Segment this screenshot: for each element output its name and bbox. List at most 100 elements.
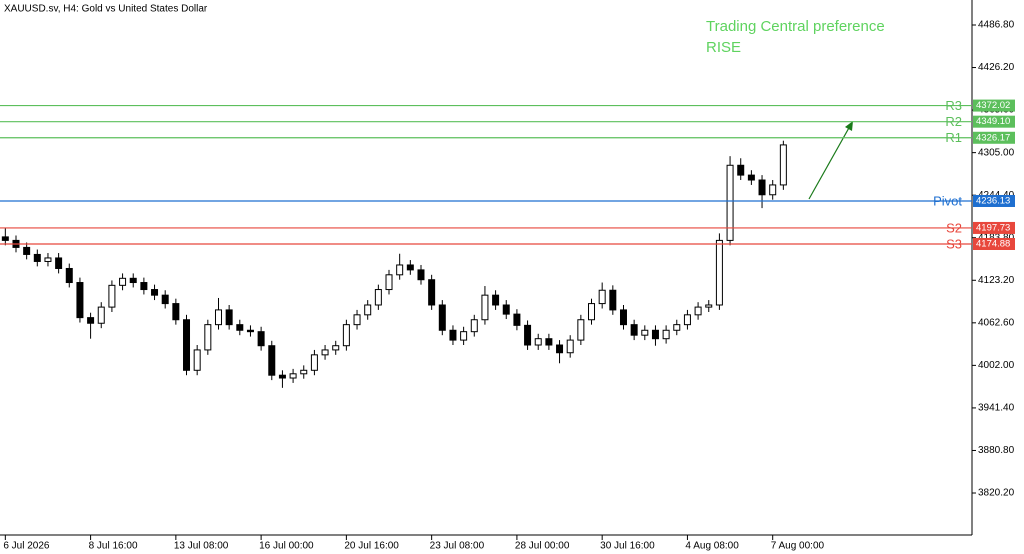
candle-body bbox=[65, 267, 73, 284]
candle-body bbox=[55, 257, 63, 269]
candle-body bbox=[246, 329, 254, 333]
candle-body bbox=[609, 289, 617, 311]
candle-body bbox=[502, 304, 510, 315]
candle-body bbox=[769, 184, 777, 196]
candle-body bbox=[630, 324, 638, 336]
candle-body bbox=[662, 329, 670, 340]
candle-body bbox=[1, 236, 9, 241]
y-tick-label: 3880.80 bbox=[978, 445, 1015, 456]
candle-body bbox=[140, 282, 148, 291]
x-tick-label: 13 Jul 08:00 bbox=[174, 541, 229, 552]
y-tick-label: 3941.40 bbox=[978, 403, 1015, 414]
candle-body bbox=[108, 284, 116, 308]
candle-body bbox=[737, 164, 745, 176]
candle-body bbox=[524, 324, 532, 346]
candle-body bbox=[23, 246, 31, 255]
candle-body bbox=[214, 309, 222, 326]
candle-body bbox=[300, 369, 308, 375]
level-name: Pivot bbox=[933, 193, 962, 208]
candle-body bbox=[87, 317, 95, 324]
candle-body bbox=[97, 306, 105, 324]
candle-body bbox=[651, 329, 659, 340]
candle-body bbox=[577, 319, 585, 341]
candle-body bbox=[161, 294, 169, 305]
level-name: R1 bbox=[945, 130, 962, 145]
candle-body bbox=[492, 294, 500, 306]
candle-body bbox=[332, 345, 340, 351]
candle-body bbox=[225, 309, 233, 326]
candle-body bbox=[129, 277, 137, 284]
x-tick-label: 4 Aug 08:00 bbox=[685, 541, 739, 552]
x-tick-label: 8 Jul 16:00 bbox=[89, 541, 138, 552]
level-price-box bbox=[973, 115, 1015, 128]
x-tick-label: 30 Jul 16:00 bbox=[600, 541, 655, 552]
arrow-head bbox=[845, 121, 853, 131]
candle-body bbox=[747, 174, 755, 181]
level-price-box bbox=[973, 237, 1015, 250]
candle-body bbox=[683, 314, 691, 326]
candle-body bbox=[193, 349, 201, 371]
candle-body bbox=[438, 304, 446, 331]
y-tick-label: 4486.80 bbox=[978, 20, 1015, 31]
candle-body bbox=[353, 314, 361, 326]
level-price-box bbox=[973, 131, 1015, 144]
candle-body bbox=[566, 339, 574, 354]
x-tick-label: 7 Aug 00:00 bbox=[771, 541, 825, 552]
candle-body bbox=[268, 345, 276, 376]
candle-body bbox=[758, 179, 766, 196]
candle-body bbox=[449, 329, 457, 341]
candle-body bbox=[481, 294, 489, 321]
candle-body bbox=[779, 144, 787, 186]
candle-body bbox=[396, 264, 404, 276]
candle-body bbox=[619, 309, 627, 326]
level-price-label: 4349.10 bbox=[976, 116, 1010, 127]
candle-body bbox=[598, 289, 606, 305]
chart-title: XAUUSD.sv, H4: Gold vs United States Dol… bbox=[4, 4, 208, 15]
x-tick-label: 20 Jul 16:00 bbox=[344, 541, 399, 552]
x-tick-label: 16 Jul 00:00 bbox=[259, 541, 314, 552]
candle-body bbox=[726, 164, 734, 241]
level-name: R2 bbox=[945, 114, 962, 129]
annotation: RISE bbox=[706, 39, 741, 56]
candle-body bbox=[417, 269, 425, 281]
y-tick-label: 4183.80 bbox=[978, 232, 1015, 243]
candle-body bbox=[364, 304, 372, 316]
level-price-box bbox=[973, 194, 1015, 207]
candle-body bbox=[257, 331, 265, 347]
candle-body bbox=[406, 264, 414, 271]
y-tick-label: 4062.60 bbox=[978, 317, 1015, 328]
candle-body bbox=[151, 289, 159, 296]
x-tick-label: 28 Jul 00:00 bbox=[515, 541, 570, 552]
level-price-label: 4326.17 bbox=[976, 132, 1010, 143]
candle-body bbox=[588, 303, 596, 321]
candle-body bbox=[513, 313, 521, 326]
y-tick-label: 3820.20 bbox=[978, 488, 1015, 499]
annotation: Trading Central preference bbox=[706, 18, 885, 35]
plot bbox=[1, 140, 787, 388]
candle-body bbox=[342, 324, 350, 347]
candle-body bbox=[76, 282, 84, 319]
level-price-label: 4236.13 bbox=[976, 196, 1010, 207]
candle-body bbox=[673, 324, 681, 331]
candle-body bbox=[33, 253, 41, 262]
level-price-label: 4197.73 bbox=[976, 222, 1010, 233]
y-tick-label: 4002.00 bbox=[978, 360, 1015, 371]
candle-body bbox=[119, 277, 127, 286]
candle-body bbox=[545, 338, 553, 346]
level-name: S3 bbox=[946, 236, 962, 251]
candle-body bbox=[470, 319, 478, 333]
candle-body bbox=[183, 319, 191, 371]
level-price-box bbox=[973, 99, 1015, 112]
candle-body bbox=[321, 349, 329, 356]
x-tick-label: 23 Jul 08:00 bbox=[430, 541, 485, 552]
candle-body bbox=[460, 331, 468, 341]
candle-body bbox=[556, 344, 564, 354]
candle-body bbox=[385, 274, 393, 291]
y-tick-label: 4426.20 bbox=[978, 62, 1015, 73]
candle-body bbox=[236, 324, 244, 331]
y-tick-label: 4305.00 bbox=[978, 147, 1015, 158]
level-name: R3 bbox=[945, 98, 962, 113]
